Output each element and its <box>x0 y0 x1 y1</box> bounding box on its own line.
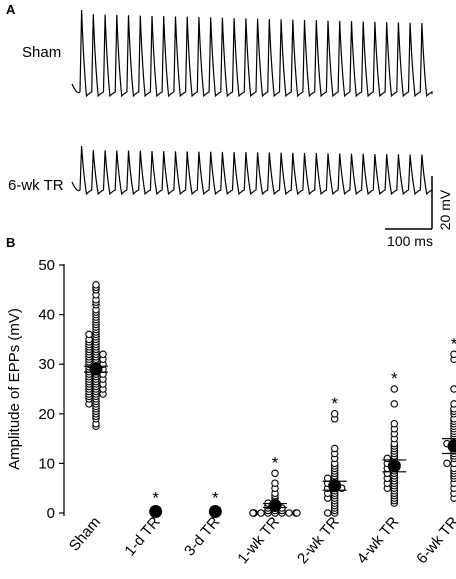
data-point <box>271 469 279 478</box>
data-point <box>450 350 456 359</box>
sham-epp-trace <box>71 9 433 98</box>
data-point <box>271 479 279 487</box>
chart-marks: * * * * * * <box>84 281 456 519</box>
x-category-label: 2-wk TR <box>294 514 343 568</box>
data-point <box>285 509 293 517</box>
x-category-label: 3-d TR <box>181 514 223 560</box>
mean-marker <box>387 459 401 473</box>
mean-marker <box>447 439 456 453</box>
mean-marker <box>328 479 342 493</box>
significance-marker: * <box>391 369 398 388</box>
significance-marker: * <box>212 489 219 508</box>
mean-marker <box>89 362 103 376</box>
y-tick-label: 50 <box>38 257 55 274</box>
time-scale-label: 100 ms <box>387 233 433 249</box>
y-tick-label: 30 <box>38 356 55 373</box>
data-point <box>330 410 339 418</box>
data-point <box>390 385 399 393</box>
data-point <box>330 444 339 453</box>
data-point <box>450 400 456 408</box>
data-point <box>249 509 257 517</box>
panel-a-label: A <box>6 2 16 17</box>
data-point <box>92 281 100 289</box>
x-category-label: 1-d TR <box>121 514 163 560</box>
y-tick-label: 0 <box>47 505 55 522</box>
y-tick-label: 40 <box>38 307 55 324</box>
x-category-label: 6-wk TR <box>413 514 456 568</box>
data-point <box>323 509 332 517</box>
data-point <box>443 459 451 468</box>
x-category-label: 1-wk TR <box>234 514 283 568</box>
significance-marker: * <box>272 453 279 472</box>
scale-bar: 20 mV 100 ms <box>385 176 453 249</box>
data-point <box>293 509 301 517</box>
mean-marker <box>268 499 282 513</box>
significance-marker: * <box>331 394 338 413</box>
y-tick-label: 10 <box>38 455 55 472</box>
significance-marker: * <box>451 334 456 353</box>
data-point <box>390 419 399 428</box>
mean-marker <box>208 505 222 519</box>
chart-axes: 0 10 20 30 40 50 Sham 1-d TR 3-d TR 1-wk TR 2-wk T… <box>38 257 456 567</box>
data-point <box>323 474 332 483</box>
y-tick-label: 20 <box>38 406 55 423</box>
data-point <box>257 509 265 517</box>
x-category-label: 4-wk TR <box>354 514 403 568</box>
significance-marker: * <box>152 489 159 508</box>
mean-marker <box>149 505 163 519</box>
y-axis-title: Amplitude of EPPs (mV) <box>6 308 23 470</box>
data-point <box>85 330 93 339</box>
data-point <box>99 350 107 359</box>
data-point <box>390 400 399 408</box>
voltage-scale-label: 20 mV <box>437 189 453 230</box>
6wk-tr-epp-trace <box>71 145 433 196</box>
x-category-label: Sham <box>66 514 104 555</box>
trace-label-6wk-tr: 6-wk TR <box>8 177 64 194</box>
panel-b-label: B <box>6 235 15 250</box>
trace-label-sham: Sham <box>22 44 61 61</box>
data-point <box>450 385 456 393</box>
data-point <box>383 454 392 463</box>
